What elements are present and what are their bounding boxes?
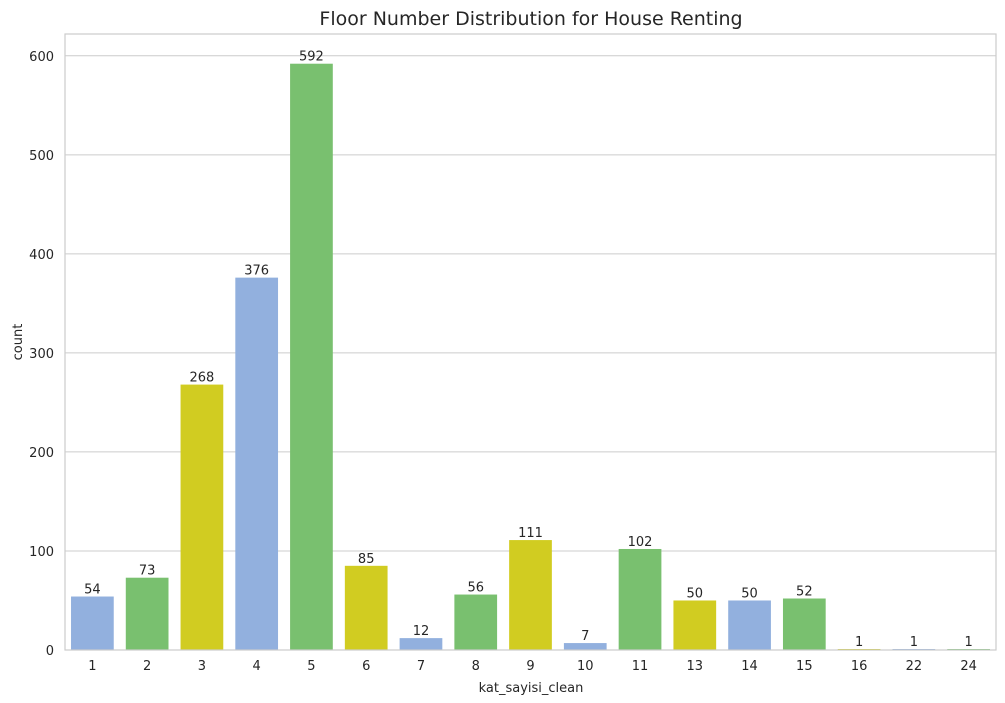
y-tick-label: 200 — [29, 446, 54, 461]
bar — [399, 638, 443, 650]
x-tick-label: 6 — [362, 659, 370, 674]
data-label: 268 — [189, 371, 214, 386]
data-label: 54 — [84, 583, 101, 598]
x-tick-label: 9 — [526, 659, 534, 674]
data-label: 7 — [581, 629, 589, 644]
x-tick-label: 4 — [253, 659, 261, 674]
data-label: 50 — [687, 586, 704, 601]
bar — [71, 596, 114, 650]
bar — [125, 577, 169, 650]
data-label: 1 — [910, 635, 918, 650]
bar — [454, 594, 498, 650]
bar — [235, 277, 279, 650]
data-label: 50 — [741, 586, 758, 601]
x-tick-label: 8 — [472, 659, 480, 674]
x-tick-label: 24 — [960, 659, 977, 674]
bar — [782, 598, 826, 650]
y-tick-label: 500 — [29, 149, 54, 164]
data-label: 12 — [413, 624, 430, 639]
x-tick-label: 15 — [796, 659, 813, 674]
x-axis-label: kat_sayisi_clean — [479, 681, 584, 696]
y-tick-label: 300 — [29, 347, 54, 362]
plot-frame — [64, 33, 997, 651]
bars — [71, 63, 990, 650]
data-label: 85 — [358, 552, 375, 567]
bar — [563, 643, 607, 650]
data-label: 102 — [628, 535, 653, 550]
x-tick-label: 1 — [88, 659, 96, 674]
bar — [618, 548, 662, 650]
x-tick-label: 14 — [741, 659, 758, 674]
x-tick-label: 2 — [143, 659, 151, 674]
x-tick-label: 3 — [198, 659, 206, 674]
data-label: 592 — [299, 50, 324, 65]
data-label: 52 — [796, 585, 813, 600]
y-tick-label: 0 — [46, 644, 54, 659]
x-tick-label: 10 — [577, 659, 594, 674]
bar — [344, 565, 388, 650]
y-tick-label: 400 — [29, 248, 54, 263]
x-tick-label: 7 — [417, 659, 425, 674]
bar — [180, 384, 224, 650]
x-tick-label: 13 — [687, 659, 704, 674]
chart-title: Floor Number Distribution for House Rent… — [319, 8, 742, 30]
bar — [728, 600, 771, 650]
y-tick-label: 600 — [29, 50, 54, 65]
data-label: 376 — [244, 264, 269, 279]
data-label: 1 — [855, 635, 863, 650]
bar — [509, 540, 552, 650]
bar — [673, 600, 717, 650]
x-tick-labels: 1 2 3 4 5 6 7 8 9 10 11 13 14 15 16 22 24 — [88, 659, 977, 674]
x-tick-label: 11 — [632, 659, 649, 674]
y-tick-labels: 0 100 200 300 400 500 600 — [29, 50, 54, 659]
y-tick-label: 100 — [29, 545, 54, 560]
bar — [290, 63, 333, 650]
x-tick-label: 5 — [307, 659, 315, 674]
data-label: 73 — [139, 564, 156, 579]
data-label: 111 — [518, 526, 543, 541]
data-label: 1 — [964, 635, 972, 650]
y-axis-label: count — [11, 324, 26, 361]
x-tick-label: 22 — [906, 659, 923, 674]
data-label: 56 — [467, 581, 484, 596]
x-tick-label: 16 — [851, 659, 868, 674]
